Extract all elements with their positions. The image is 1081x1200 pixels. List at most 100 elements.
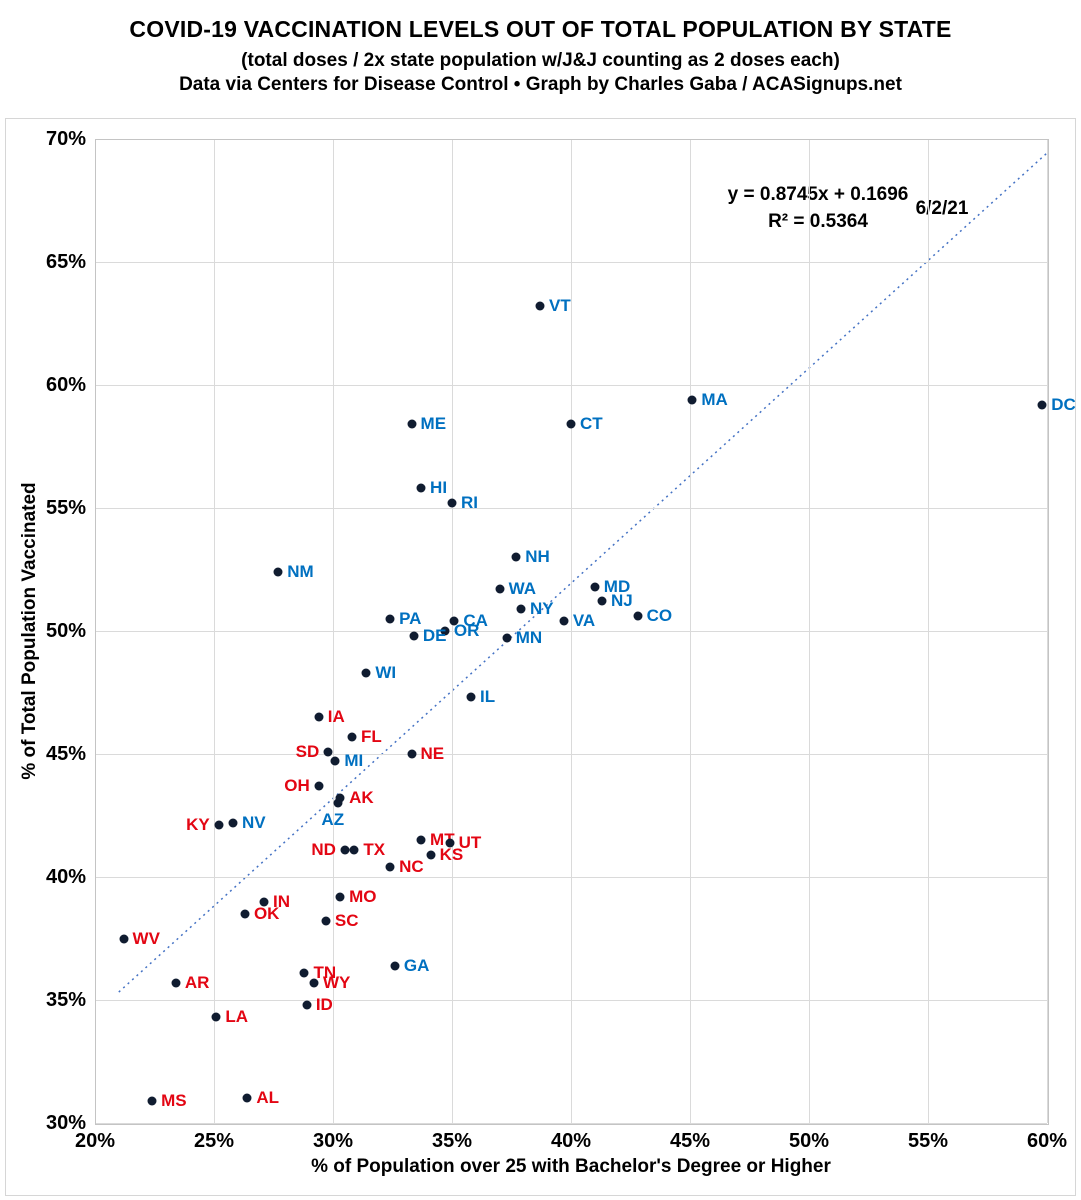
y-tick-label: 40% — [45, 866, 86, 888]
state-label-AZ: AZ — [321, 810, 345, 830]
state-label-SD: SD — [295, 741, 320, 761]
data-point-IN — [259, 897, 269, 907]
data-point-HI — [416, 483, 426, 493]
data-point-AZ — [333, 798, 343, 808]
state-label-KY: KY — [186, 815, 210, 835]
state-label-ID: ID — [315, 994, 333, 1014]
data-point-SD — [323, 747, 333, 757]
gridline-vertical — [452, 139, 453, 1123]
data-point-ME — [407, 419, 417, 429]
chart-subtitle: (total doses / 2x state population w/J&J… — [241, 50, 840, 71]
state-label-OH: OH — [284, 775, 310, 795]
gridline-vertical — [928, 139, 929, 1123]
state-label-AK: AK — [349, 788, 374, 808]
data-point-WI — [361, 668, 371, 678]
data-point-MA — [687, 395, 697, 405]
state-label-KS: KS — [439, 844, 464, 864]
state-label-MN: MN — [515, 628, 543, 648]
data-point-CT — [566, 419, 576, 429]
x-axis-title: % of Population over 25 with Bachelor's … — [311, 1156, 831, 1177]
state-label-ND: ND — [311, 839, 336, 859]
y-tick-label: 45% — [45, 743, 86, 765]
state-label-RI: RI — [461, 493, 478, 513]
trend-annotation: y = 0.8745x + 0.1696 R² = 0.5364 — [728, 181, 909, 235]
y-tick-label: 65% — [45, 251, 86, 273]
data-point-VA — [559, 616, 569, 626]
data-point-DC — [1037, 400, 1047, 410]
gridline-vertical — [1047, 139, 1048, 1123]
state-label-NJ: NJ — [610, 591, 633, 611]
x-tick-label: 30% — [312, 1130, 354, 1152]
data-point-MD — [590, 582, 600, 592]
data-point-DE — [409, 631, 419, 641]
state-label-ME: ME — [420, 414, 447, 434]
data-point-MO — [335, 892, 345, 902]
x-tick-label: 35% — [431, 1130, 473, 1152]
x-tick-label: 45% — [669, 1130, 711, 1152]
state-label-MD: MD — [603, 576, 631, 596]
y-tick-label: 60% — [45, 374, 86, 396]
state-label-IL: IL — [480, 687, 496, 707]
data-point-WV — [119, 934, 129, 943]
gridline-vertical — [333, 139, 334, 1123]
state-label-CT: CT — [580, 414, 603, 434]
state-label-MI: MI — [344, 751, 364, 771]
data-point-LA — [211, 1012, 221, 1022]
data-point-IA — [314, 712, 324, 722]
x-tick-label: 50% — [788, 1130, 830, 1152]
data-point-TN — [299, 968, 309, 978]
data-point-OH — [314, 781, 324, 791]
data-point-WY — [309, 978, 319, 988]
data-point-NM — [273, 567, 283, 577]
chart-title: COVID-19 VACCINATION LEVELS OUT OF TOTAL… — [129, 16, 952, 42]
x-tick-label: 20% — [74, 1130, 116, 1152]
data-point-NE — [407, 749, 417, 759]
state-label-MS: MS — [161, 1090, 187, 1110]
state-label-MA: MA — [701, 389, 728, 409]
plot-border — [95, 139, 1049, 1125]
data-point-CO — [633, 611, 643, 621]
data-point-IL — [466, 692, 476, 702]
state-label-DC: DC — [1051, 394, 1076, 414]
gridline-vertical — [214, 139, 215, 1123]
chart-attribution: Data via Centers for Disease Control • G… — [179, 74, 902, 95]
data-point-RI — [447, 498, 457, 508]
data-point-OR — [440, 626, 450, 636]
data-point-NC — [385, 862, 395, 872]
data-point-VT — [535, 301, 545, 311]
data-point-AK — [335, 793, 345, 803]
data-point-MT — [416, 835, 426, 845]
data-point-AR — [171, 978, 181, 988]
data-point-KY — [214, 820, 224, 830]
state-label-NC: NC — [399, 857, 424, 877]
data-point-CA — [449, 616, 459, 626]
state-label-IN: IN — [272, 891, 290, 911]
x-tick-label: 25% — [193, 1130, 235, 1152]
data-point-GA — [390, 961, 400, 971]
y-tick-label: 50% — [45, 620, 86, 642]
gridline-vertical — [809, 139, 810, 1123]
state-label-NM: NM — [287, 561, 314, 581]
data-point-TX — [349, 845, 359, 855]
state-label-WA: WA — [508, 579, 536, 599]
state-label-SC: SC — [334, 911, 359, 931]
data-point-NV — [228, 818, 238, 828]
state-label-MO: MO — [349, 886, 377, 906]
state-label-IA: IA — [327, 707, 345, 727]
x-tick-label: 55% — [907, 1130, 949, 1152]
state-label-WV: WV — [132, 928, 160, 948]
state-label-LA: LA — [225, 1007, 249, 1027]
state-label-CA: CA — [463, 611, 488, 631]
state-label-OK: OK — [253, 903, 280, 923]
state-label-NV: NV — [242, 812, 266, 832]
data-point-ND — [340, 845, 350, 855]
state-label-AL: AL — [256, 1088, 279, 1108]
gridline-vertical — [571, 139, 572, 1123]
y-tick-label: 55% — [45, 497, 86, 519]
data-point-AL — [242, 1093, 252, 1103]
state-label-TN: TN — [313, 962, 337, 982]
state-label-DE: DE — [422, 625, 447, 645]
